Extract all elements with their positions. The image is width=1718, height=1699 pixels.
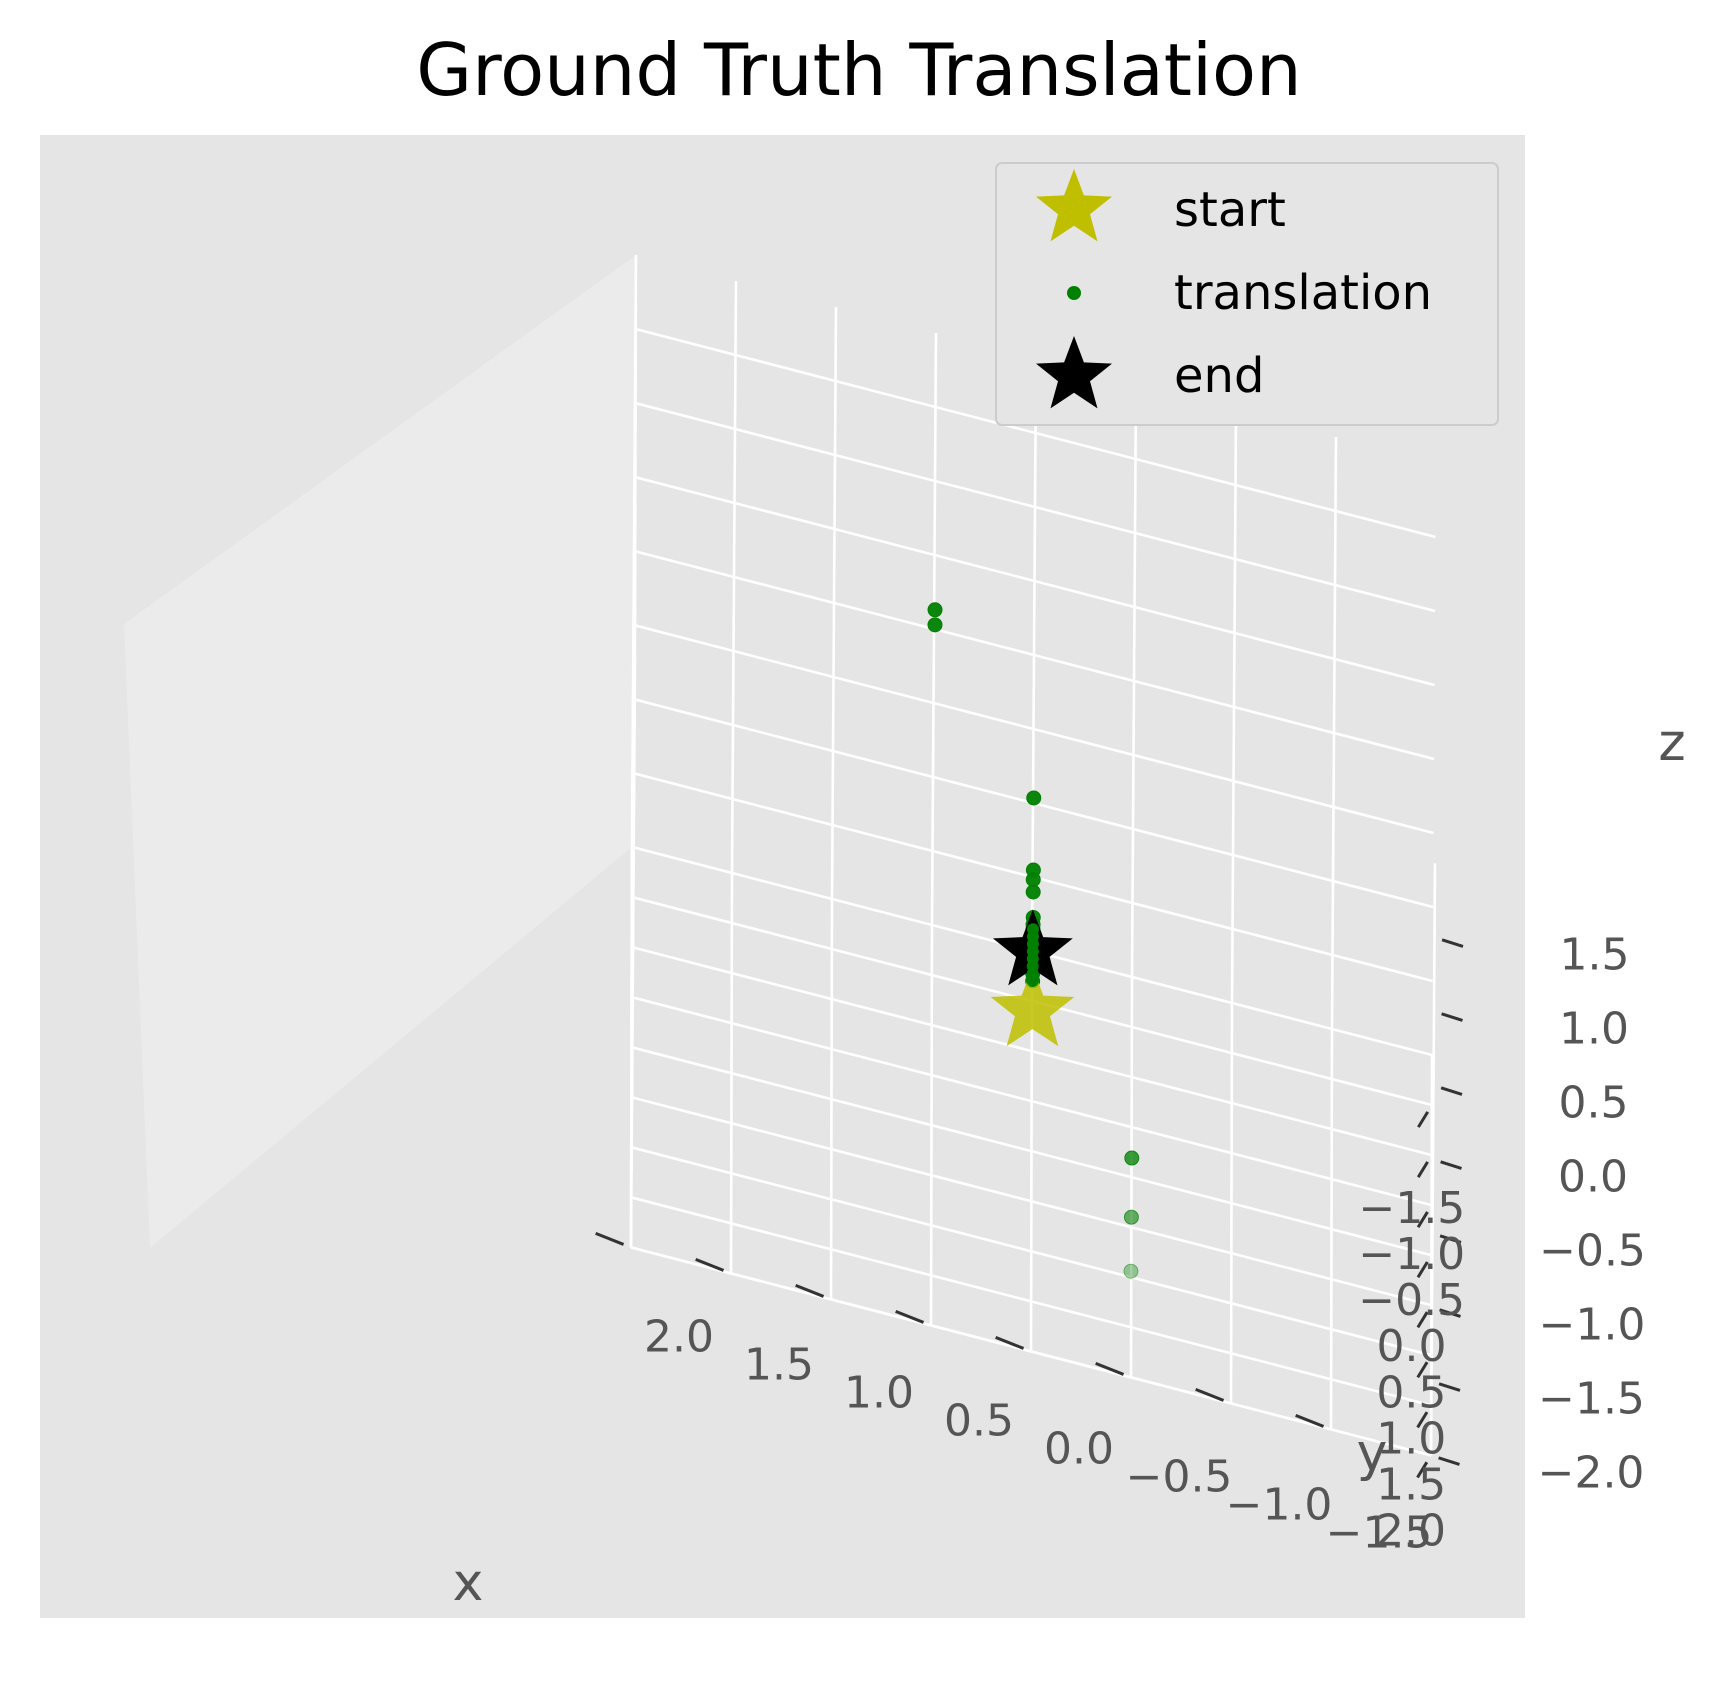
y-tick	[1295, 1413, 1325, 1428]
grid-line	[1329, 1028, 1334, 1430]
legend-end-star-icon	[1036, 336, 1112, 409]
x-tick-label: 0.0	[1377, 1321, 1447, 1372]
grid-line	[633, 623, 1434, 835]
z-tick	[1438, 1456, 1460, 1466]
axis-line	[1429, 863, 1437, 1456]
x-pane-left	[124, 255, 636, 1248]
x-tick-label: 2.0	[1376, 1505, 1446, 1556]
z-tick	[1440, 1160, 1462, 1170]
translation-point	[927, 617, 943, 633]
translation-point	[1027, 923, 1039, 936]
legend-label-translation: translation	[1174, 265, 1432, 321]
chart-title: Ground Truth Translation	[416, 28, 1302, 112]
y-tick-label: −1.0	[1226, 1479, 1333, 1530]
y-tick	[795, 1283, 825, 1298]
x-tick-label: −1.5	[1358, 1183, 1465, 1234]
grid-line	[929, 924, 934, 1326]
grid-line	[829, 898, 834, 1300]
y-tick	[695, 1257, 725, 1272]
grid-line	[1229, 1002, 1234, 1404]
grid-lines	[629, 254, 1437, 1457]
z-tick	[1438, 1382, 1461, 1392]
legend-translation-dot-icon	[1067, 286, 1081, 300]
grid-line	[1129, 976, 1134, 1378]
translation-point	[1124, 1150, 1140, 1166]
legend-label-end: end	[1174, 348, 1264, 404]
grid-line	[729, 872, 734, 1274]
y-tick-label: −0.5	[1126, 1451, 1233, 1502]
z-tick-label: 0.5	[1559, 1077, 1629, 1128]
z-tick-label: −1.0	[1539, 1299, 1646, 1350]
grid-line	[629, 846, 634, 1248]
translation-point	[927, 602, 943, 618]
x-tick	[1416, 1361, 1429, 1379]
x-tick	[1416, 1161, 1429, 1178]
x-tick	[1416, 1411, 1429, 1429]
z-tick-label: −2.0	[1538, 1447, 1645, 1498]
axis-line	[630, 1246, 1432, 1457]
axis-ticks	[595, 938, 1464, 1479]
x-tick-label: 1.5	[1376, 1459, 1446, 1510]
translation-point	[1025, 884, 1041, 900]
z-tick	[1440, 1086, 1463, 1096]
y-tick	[595, 1231, 625, 1246]
z-tick	[1439, 1234, 1462, 1244]
z-tick-label: −1.5	[1538, 1373, 1645, 1424]
y-tick	[895, 1309, 925, 1324]
y-tick-label: 0.5	[944, 1395, 1014, 1446]
legend-box	[995, 162, 1499, 426]
y-tick-label: 1.5	[744, 1339, 814, 1390]
translation-point	[1123, 1263, 1139, 1279]
y-tick-label: 1.0	[844, 1367, 914, 1418]
x-tick	[1416, 1461, 1429, 1479]
y-tick-label: 2.0	[644, 1311, 714, 1362]
legend-label-start: start	[1174, 182, 1286, 238]
translation-point	[1123, 1209, 1139, 1225]
z-tick-label: 0.0	[1558, 1151, 1628, 1202]
y-tick	[1195, 1387, 1225, 1402]
z-tick	[1441, 938, 1464, 948]
x-tick	[1417, 1111, 1429, 1128]
y-tick-label: −1.5	[1326, 1507, 1433, 1558]
x-tick	[1416, 1211, 1429, 1229]
y-tick	[995, 1335, 1025, 1350]
z-tick-label: −0.5	[1539, 1225, 1646, 1276]
legend: start translation end	[995, 162, 1499, 426]
y-tick	[1095, 1361, 1125, 1376]
start-star-marker	[990, 966, 1075, 1047]
x-tick-label: 0.5	[1376, 1367, 1446, 1418]
z-tick-label: 1.5	[1560, 929, 1630, 980]
translation-point	[1026, 790, 1042, 806]
z-axis-label: z	[1658, 713, 1685, 773]
z-pane-floor	[150, 847, 1432, 1535]
grid-line	[633, 549, 1435, 761]
grid-line	[634, 401, 1436, 613]
y-tick-label: 0.0	[1044, 1423, 1114, 1474]
z-tick	[1439, 1308, 1461, 1318]
x-tick	[1416, 1261, 1429, 1279]
translation-point	[1025, 862, 1041, 878]
y-axis-label: y	[1357, 1423, 1388, 1483]
grid-line	[634, 475, 1435, 687]
grid-line	[635, 327, 1436, 539]
x-tick-label: −1.0	[1358, 1229, 1465, 1280]
data-points	[927, 602, 1140, 1279]
grid-line	[633, 328, 637, 730]
x-axis-label: x	[453, 1553, 484, 1613]
tick-labels: −1.5−1.0−0.50.00.51.01.52.0−1.5−1.0−0.50…	[644, 929, 1646, 1558]
legend-start-star-icon	[1036, 169, 1112, 242]
x-tick-label: −0.5	[1358, 1275, 1465, 1326]
z-tick-label: 1.0	[1559, 1003, 1629, 1054]
z-tick	[1441, 1012, 1463, 1022]
x-tick-label: 1.0	[1376, 1413, 1446, 1464]
x-tick	[1416, 1311, 1429, 1329]
